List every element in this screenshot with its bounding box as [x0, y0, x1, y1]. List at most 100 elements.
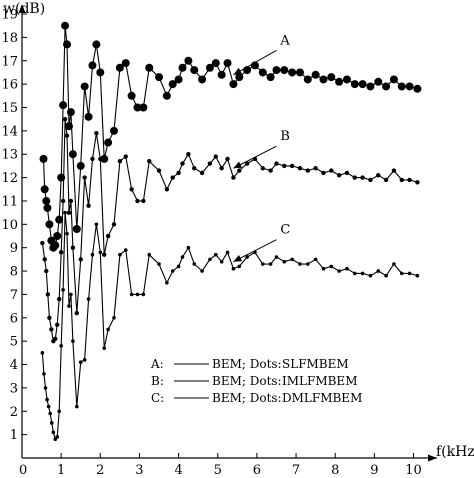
series-B-point: [164, 187, 170, 192]
series-C-point: [180, 255, 185, 259]
series-B-point: [156, 168, 162, 173]
series-C-point: [231, 266, 236, 271]
series-C-point: [329, 264, 334, 269]
series-C-point: [61, 287, 65, 292]
series-B-point: [78, 257, 83, 262]
series-C-point: [415, 273, 420, 278]
annotation-A: A: [233, 33, 290, 76]
series-B-point: [135, 198, 140, 204]
series-C-point: [55, 435, 60, 439]
series-B-point: [260, 166, 265, 171]
series-B-point: [86, 203, 91, 208]
annotation-arrow-line: [233, 49, 277, 76]
series-C-point: [282, 259, 287, 264]
x-tick-label: 8: [331, 463, 339, 478]
series-B-point: [56, 296, 62, 302]
series-C-point: [368, 273, 373, 278]
series-C-point: [290, 257, 294, 262]
series-B-point: [64, 133, 70, 138]
series-C-point: [260, 262, 265, 266]
series-B-point: [102, 252, 107, 257]
series-A-point: [205, 63, 214, 72]
series-A-point: [64, 122, 73, 131]
series-C-point: [399, 271, 404, 276]
series-A-point: [104, 138, 113, 147]
series-A-point: [198, 75, 207, 84]
series-A-point: [162, 91, 171, 100]
series-A-point: [96, 68, 105, 77]
series-B-point: [53, 336, 58, 342]
series-C-point: [40, 351, 45, 355]
x-tick-label: 5: [214, 463, 222, 478]
series-C-point: [157, 262, 161, 266]
series-A-point: [174, 75, 183, 84]
series-B-point: [368, 177, 373, 183]
x-tick-label: 4: [174, 463, 182, 478]
series-B-point: [176, 170, 181, 176]
series-C-point: [49, 421, 54, 425]
annotation-arrowhead: [233, 67, 243, 75]
series-C-point: [219, 259, 224, 264]
series-B-point: [415, 180, 420, 185]
series-B-point: [90, 156, 95, 162]
series-B-point: [231, 175, 236, 180]
series-A-point: [76, 161, 85, 170]
series-C-point: [360, 271, 365, 276]
annotation-label: B: [280, 129, 290, 144]
series-A-point: [43, 203, 52, 212]
series-B-point: [199, 170, 205, 176]
series-B-point: [129, 187, 134, 192]
series-A: [39, 21, 422, 252]
annotations: A B C: [233, 33, 290, 263]
series-C-point: [75, 404, 79, 409]
series-C-point: [213, 252, 218, 257]
y-tick-label: 1: [10, 428, 18, 443]
annotation-label: A: [279, 33, 290, 48]
series-A-line: [42, 25, 418, 249]
series-A-point: [211, 59, 220, 68]
series-B-point: [376, 173, 381, 178]
series-B: [40, 116, 420, 344]
series-C-point: [147, 252, 152, 257]
series-A-point: [358, 80, 367, 89]
annotation-arrow-line: [233, 145, 277, 169]
series-C-point: [67, 304, 71, 308]
y-tick-label: 11: [1, 194, 18, 209]
series-A-point: [303, 75, 312, 84]
y-tick-label: 16: [1, 78, 18, 93]
legend-key: A:: [150, 357, 164, 371]
series-A-point: [53, 232, 62, 241]
y-tick-label: 12: [1, 171, 18, 186]
annotation-B: B: [233, 129, 290, 169]
series-B-point: [170, 175, 175, 180]
series-C-point: [141, 292, 146, 297]
series-A-point: [311, 70, 320, 79]
series-C-point: [237, 264, 242, 269]
x-tick-label: 1: [57, 463, 65, 478]
series-A-point: [374, 77, 383, 86]
series-B-point: [66, 210, 72, 215]
series-A-point: [72, 225, 81, 233]
series-B-point: [237, 168, 242, 173]
series-B-point: [98, 156, 103, 162]
x-tick-label: 7: [292, 463, 300, 478]
series-A-point: [280, 66, 289, 75]
series-B-point: [336, 173, 342, 178]
series-B-point: [268, 168, 273, 173]
y-tick-label: 19: [1, 8, 18, 23]
series-B-point: [117, 159, 123, 164]
x-tick-label: 3: [135, 463, 143, 478]
series-B-point: [44, 268, 49, 274]
series-C-point: [192, 262, 197, 266]
series-A-point: [66, 108, 75, 117]
y-tick-label: 14: [1, 124, 18, 139]
series-B-line: [41, 119, 418, 343]
series-A-point: [235, 73, 244, 82]
series-A-point: [266, 73, 275, 82]
series-A-point: [319, 75, 328, 84]
series-C-point: [225, 250, 230, 255]
series-A-point: [288, 68, 297, 77]
series-A-point: [405, 82, 414, 91]
series-C-point: [71, 339, 75, 343]
series-B-point: [105, 233, 111, 239]
